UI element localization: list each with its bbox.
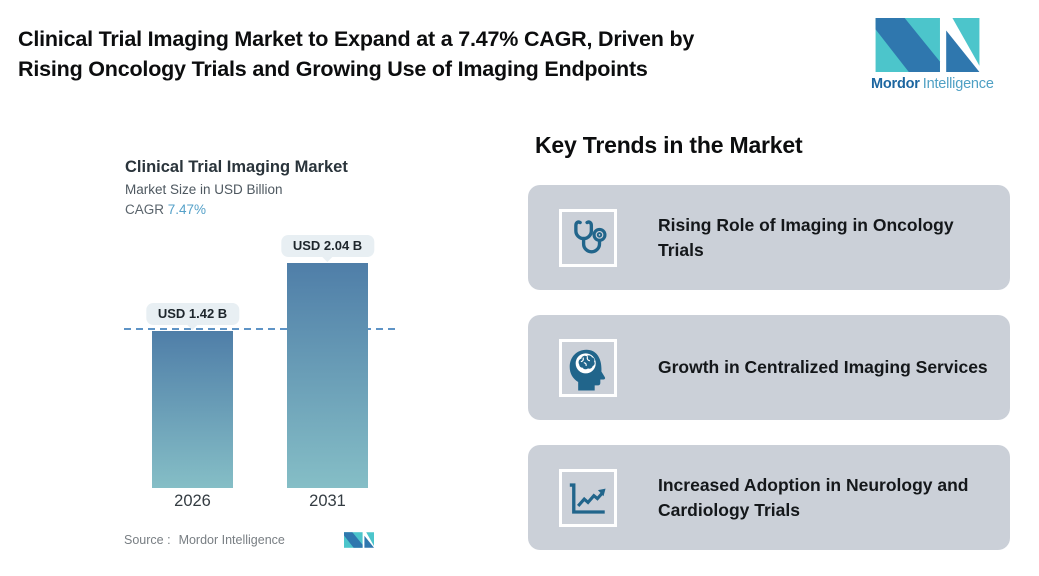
chart-subtitle: Market Size in USD Billion: [125, 182, 283, 197]
source-label: Source :: [124, 533, 171, 547]
bar-2031: [287, 263, 368, 488]
key-trends-heading: Key Trends in the Market: [535, 132, 803, 158]
trend-card-neurology-cardiology: Increased Adoption in Neurology and Card…: [528, 445, 1010, 550]
mordor-logo-small-icon: [344, 532, 374, 548]
cagr-value: 7.47%: [167, 202, 207, 217]
trend-icon-box: [559, 338, 617, 397]
trend-card-oncology: Rising Role of Imaging in Oncology Trial…: [528, 185, 1010, 290]
x-axis-label-2031: 2031: [309, 492, 346, 510]
source-value: Mordor Intelligence: [178, 533, 285, 547]
market-chart-section: Clinical Trial Imaging Market Market Siz…: [124, 132, 398, 575]
trend-icon-box: [559, 208, 617, 267]
head-brain-icon: [569, 349, 606, 390]
reference-dashed-line: [124, 328, 398, 330]
trend-icon-box: [559, 468, 617, 527]
brand-logo: Mordor Intelligence: [871, 18, 994, 92]
chart-cagr: CAGR 7.47%: [124, 202, 398, 217]
brand-name-bold: Mordor: [871, 76, 920, 92]
trend-card-text: Increased Adoption in Neurology and Card…: [658, 474, 969, 520]
mordor-logo-icon: [875, 18, 979, 72]
trend-card-text: Growth in Centralized Imaging Services: [658, 357, 988, 377]
value-label-pill-2031: USD 2.04 B: [280, 235, 375, 257]
bar-2026: [152, 331, 233, 488]
trend-chart-icon: [569, 482, 606, 514]
cagr-label: CAGR: [125, 202, 165, 217]
key-trends-section: Key Trends in the Market Rising Role of …: [528, 132, 1010, 575]
brand-name-light: Intelligence: [922, 76, 994, 92]
stethoscope-icon: [574, 219, 607, 253]
x-axis-labels: 2026 2031: [124, 492, 398, 516]
bar-chart-canvas: USD 1.42 B USD 2.04 B: [124, 226, 398, 488]
value-label-pill-2026: USD 1.42 B: [145, 303, 240, 325]
page-title: Clinical Trial Imaging Market to Expand …: [18, 24, 694, 84]
header: Clinical Trial Imaging Market to Expand …: [0, 0, 1039, 104]
main-content: Clinical Trial Imaging Market Market Siz…: [0, 132, 1039, 575]
trend-card-text: Rising Role of Imaging in Oncology Trial…: [658, 214, 954, 260]
brand-name: Mordor Intelligence: [871, 76, 994, 92]
trend-card-centralized-imaging: Growth in Centralized Imaging Services: [528, 315, 1010, 420]
page-title-line2: Rising Oncology Trials and Growing Use o…: [18, 57, 648, 81]
x-axis-label-2026: 2026: [174, 492, 211, 510]
chart-source: Source : Mordor Intelligence: [124, 532, 398, 548]
page-title-line1: Clinical Trial Imaging Market to Expand …: [18, 27, 695, 51]
chart-title: Clinical Trial Imaging Market: [125, 158, 348, 176]
